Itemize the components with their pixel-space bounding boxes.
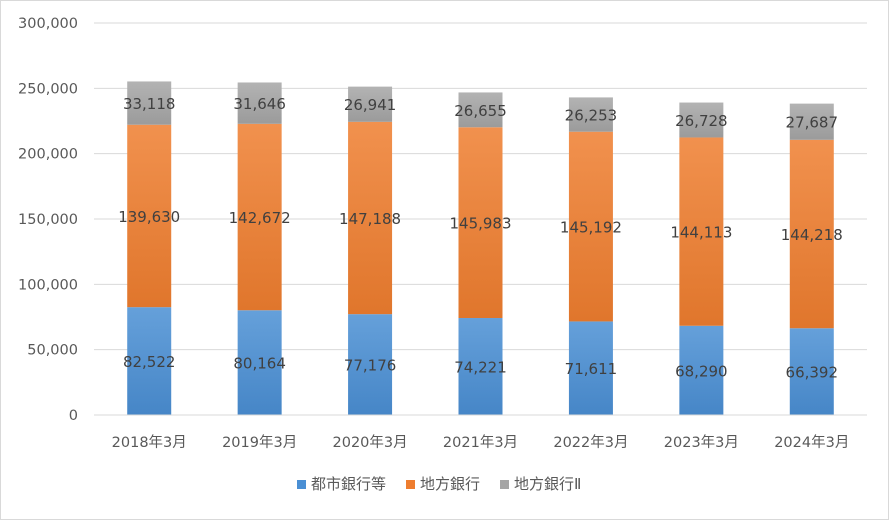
x-tick-label: 2018年3月 <box>112 434 187 451</box>
legend-label: 地方銀行Ⅱ <box>514 475 581 493</box>
data-label: 147,188 <box>339 210 401 228</box>
y-tick-label: 250,000 <box>18 81 78 97</box>
bar-segment <box>789 103 834 140</box>
bar-segment <box>458 92 503 128</box>
data-label: 33,118 <box>123 95 176 113</box>
bar-segment <box>679 102 724 138</box>
data-label: 77,176 <box>344 357 397 375</box>
bar-segment <box>237 123 282 311</box>
bar-segment <box>348 121 393 315</box>
y-axis: 0 50,000 100,000 150,000 200,000 250,000 300,0… <box>18 16 78 424</box>
data-label: 26,655 <box>454 102 507 120</box>
data-label: 82,522 <box>123 353 176 371</box>
data-label: 26,253 <box>565 107 618 125</box>
y-tick-label: 300,000 <box>18 16 78 32</box>
data-label: 74,221 <box>454 359 507 377</box>
x-tick-label: 2022年3月 <box>553 434 628 451</box>
bar-segment <box>679 137 724 326</box>
data-label: 68,290 <box>675 362 728 380</box>
y-tick-label: 0 <box>69 408 78 424</box>
bar-segment <box>789 139 834 329</box>
legend-label: 地方銀行 <box>420 475 480 493</box>
y-tick-label: 50,000 <box>27 343 78 359</box>
bar-segment <box>568 97 613 132</box>
bar-segment <box>127 307 172 415</box>
data-label: 144,113 <box>670 224 732 242</box>
data-label: 142,672 <box>229 209 291 227</box>
legend-label: 都市銀行等 <box>311 475 386 493</box>
x-tick-label: 2023年3月 <box>664 434 739 451</box>
bar-segment <box>789 328 834 415</box>
bar-segment <box>348 314 393 415</box>
data-label: 71,611 <box>565 360 618 378</box>
bar-segment <box>458 127 503 319</box>
data-label: 26,728 <box>675 112 728 130</box>
data-label: 66,392 <box>786 364 839 382</box>
legend-swatch <box>500 480 509 489</box>
x-tick-label: 2020年3月 <box>333 434 408 451</box>
data-label: 144,218 <box>781 226 843 244</box>
x-tick-label: 2024年3月 <box>774 434 849 451</box>
bars <box>127 81 834 415</box>
legend: 都市銀行等 地方銀行 地方銀行Ⅱ <box>297 475 581 493</box>
y-tick-label: 100,000 <box>18 277 78 293</box>
bar-segment <box>237 82 282 124</box>
data-label: 26,941 <box>344 96 397 114</box>
data-label: 31,646 <box>233 95 286 113</box>
bar-segment <box>237 310 282 415</box>
data-label: 80,164 <box>233 355 286 373</box>
data-label: 145,983 <box>449 215 511 233</box>
x-tick-label: 2019年3月 <box>222 434 297 451</box>
bar-segment <box>127 124 172 308</box>
bar-segment <box>679 325 724 415</box>
legend-swatch <box>297 480 306 489</box>
bar-segment <box>348 86 393 122</box>
bar-segment <box>458 318 503 415</box>
data-label: 145,192 <box>560 219 622 237</box>
x-tick-label: 2021年3月 <box>443 434 518 451</box>
y-tick-label: 150,000 <box>18 212 78 228</box>
data-label: 139,630 <box>118 208 180 226</box>
data-labels: 82,522 139,630 33,118 80,164 142,672 31,646 77… <box>118 95 843 382</box>
bar-segment <box>568 131 613 322</box>
bar-segment <box>127 81 172 125</box>
x-axis: 2018年3月 2019年3月 2020年3月 2021年3月 2022年3月 2023年… <box>94 414 867 451</box>
bar-segment <box>568 321 613 415</box>
data-label: 27,687 <box>786 114 839 132</box>
y-tick-label: 200,000 <box>18 147 78 163</box>
legend-swatch <box>406 480 415 489</box>
